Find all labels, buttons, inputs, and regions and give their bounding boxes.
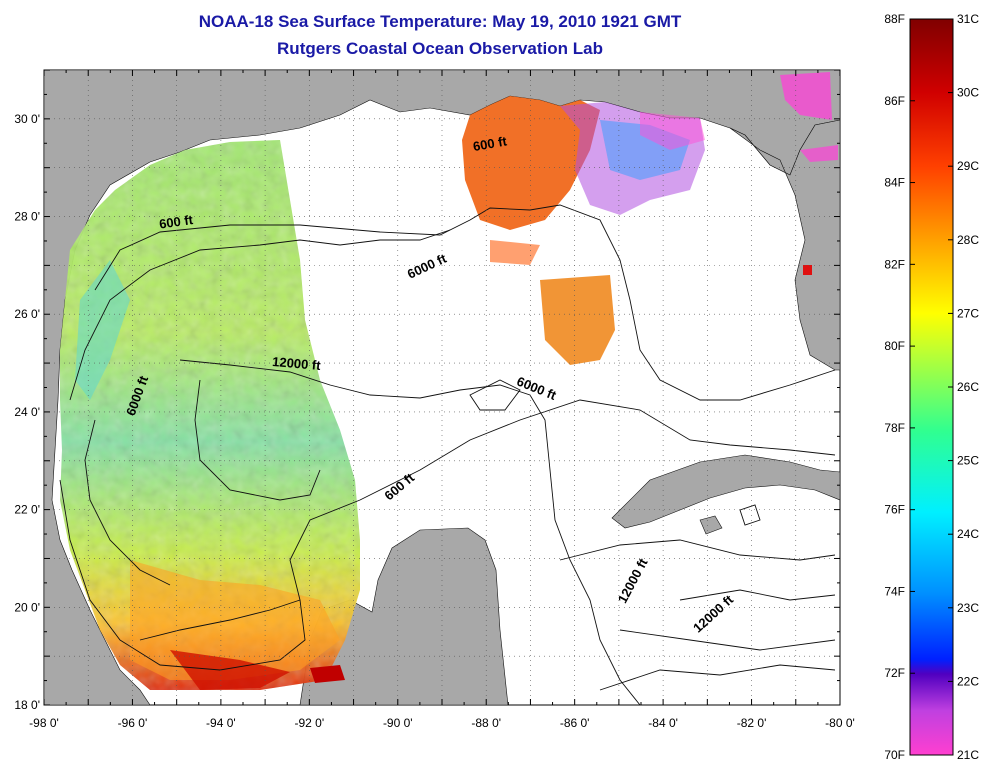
x-tick-label: -80 0' [825, 716, 855, 730]
map-subtitle: Rutgers Coastal Ocean Observation Lab [277, 39, 603, 58]
x-tick-label: -86 0' [560, 716, 590, 730]
sst-swath-west [60, 140, 360, 690]
colorbar-c-label: 31C [957, 12, 979, 26]
colorbar-c-label: 22C [957, 674, 979, 688]
map-axes: -98 0' -96 0' -94 0' -92 0' -90 0' -88 0' -86 … [14, 69, 855, 730]
y-tick-label: 22 0' [14, 503, 40, 517]
colorbar-f-label: 78F [884, 421, 905, 435]
colorbar-f-label: 82F [884, 257, 905, 271]
y-tick-label: 26 0' [14, 307, 40, 321]
graticule [44, 70, 840, 705]
map-title: NOAA-18 Sea Surface Temperature: May 19,… [198, 12, 682, 31]
x-tick-label: -90 0' [383, 716, 413, 730]
colorbar-f-label: 80F [884, 339, 905, 353]
x-tick-label: -94 0' [206, 716, 236, 730]
y-tick-label: 18 0' [14, 698, 40, 712]
y-tick-label: 20 0' [14, 600, 40, 614]
colorbar-c-label: 27C [957, 306, 979, 320]
y-tick-label: 28 0' [14, 210, 40, 224]
colorbar-c-label: 21C [957, 748, 979, 762]
colorbar-f-label: 76F [884, 503, 905, 517]
colorbar-c-label: 26C [957, 380, 979, 394]
colorbar-c-label: 25C [957, 454, 979, 468]
x-tick-label: -82 0' [737, 716, 767, 730]
colorbar-f-label: 84F [884, 176, 905, 190]
colorbar-f-label: 88F [884, 12, 905, 26]
x-tick-label: -84 0' [648, 716, 678, 730]
sst-swath-northeast [462, 72, 838, 365]
contour-label: 600 ft [158, 212, 194, 232]
colorbar-c-label: 28C [957, 233, 979, 247]
colorbar-labels: 88F 86F 84F 82F 80F 78F 76F 74F 72F 70F 31C 30C 29C 2… [884, 12, 979, 762]
contour-label: 600 ft [472, 133, 509, 154]
colorbar-f-label: 72F [884, 666, 905, 680]
colorbar-c-label: 30C [957, 86, 979, 100]
x-tick-label: -98 0' [29, 716, 59, 730]
x-tick-label: -96 0' [118, 716, 148, 730]
colorbar-c-label: 24C [957, 527, 979, 541]
colorbar [909, 18, 954, 756]
x-tick-label: -92 0' [295, 716, 325, 730]
contour-label: 12000 ft [272, 354, 322, 373]
colorbar-c-label: 29C [957, 159, 979, 173]
depth-contours [59, 204, 836, 705]
x-tick-label: -88 0' [471, 716, 501, 730]
colorbar-c-label: 23C [957, 601, 979, 615]
colorbar-f-label: 70F [884, 748, 905, 762]
colorbar-f-label: 86F [884, 94, 905, 108]
y-tick-label: 30 0' [14, 112, 40, 126]
colorbar-f-label: 74F [884, 584, 905, 598]
y-tick-label: 24 0' [14, 405, 40, 419]
